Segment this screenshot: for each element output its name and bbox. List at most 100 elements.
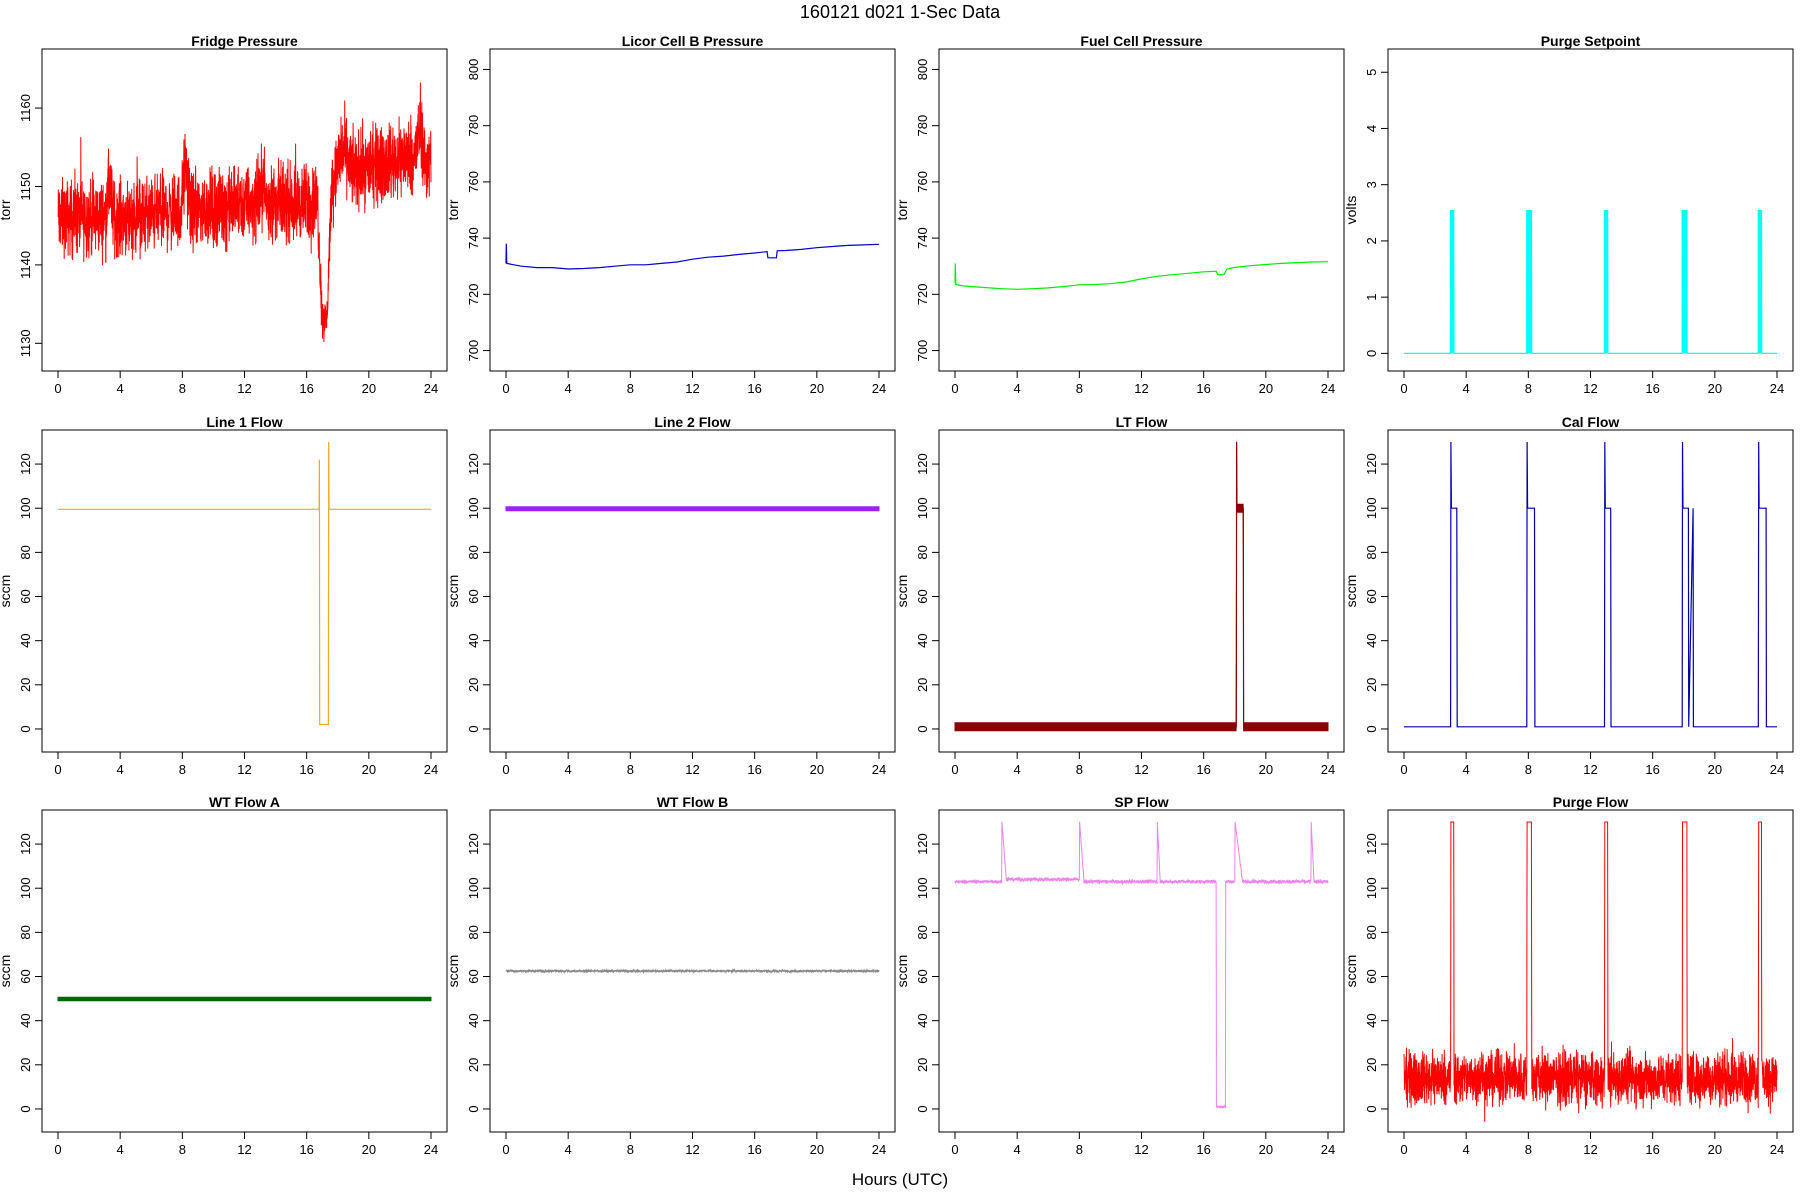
plot-area (1403, 821, 1778, 1122)
y-axis-label: sccm (0, 575, 13, 608)
y-tick-label: 1 (1364, 294, 1379, 301)
x-tick-label: 8 (1525, 381, 1532, 396)
panel-11: SP Flow sccm 0 4 8 12 16 20 24 0 20 40 60 80 100 120 (894, 794, 1345, 1157)
panel-title: Cal Flow (1562, 414, 1620, 430)
x-tick-label: 0 (54, 381, 61, 396)
panel-9: WT Flow A sccm 0 4 8 12 16 20 24 0 20 40 60 80 100 120 (0, 794, 448, 1157)
y-tick-label: 700 (915, 340, 930, 362)
y-tick-label: 1130 (18, 329, 33, 357)
x-tick-label: 12 (237, 381, 251, 396)
plot-area (505, 506, 880, 512)
y-tick-label: 0 (1364, 350, 1379, 357)
panel-title: Line 1 Flow (206, 414, 282, 430)
x-tick-label: 4 (565, 381, 572, 396)
x-tick-label: 20 (1708, 381, 1722, 396)
x-tick-label: 8 (627, 381, 634, 396)
y-tick-label: 120 (466, 453, 481, 475)
y-tick-label: 760 (466, 171, 481, 193)
x-tick-label: 12 (1134, 381, 1148, 396)
x-tick-label: 8 (1525, 762, 1532, 777)
x-tick-label: 12 (685, 762, 699, 777)
x-tick-label: 24 (1770, 381, 1784, 396)
y-tick-label: 100 (18, 877, 33, 899)
panel-title: Purge Setpoint (1541, 33, 1641, 49)
x-tick-label: 0 (951, 762, 958, 777)
y-axis-label: torr (445, 199, 461, 220)
series-band (954, 441, 1329, 732)
series-line (505, 967, 880, 974)
y-tick-label: 80 (915, 545, 930, 559)
y-axis-label: sccm (0, 955, 13, 988)
y-tick-label: 60 (18, 589, 33, 603)
series-line (954, 261, 1329, 290)
x-tick-label: 0 (951, 1142, 958, 1157)
x-tick-label: 20 (362, 381, 376, 396)
x-tick-label: 20 (1708, 762, 1722, 777)
plot-frame (938, 809, 1345, 1133)
x-tick-label: 16 (1196, 381, 1210, 396)
y-axis-label: torr (0, 199, 13, 220)
x-tick-label: 16 (299, 762, 313, 777)
y-tick-label: 720 (915, 283, 930, 305)
y-tick-label: 60 (915, 969, 930, 983)
x-tick-label: 4 (1014, 762, 1021, 777)
y-tick-label: 0 (18, 1105, 33, 1112)
y-tick-label: 80 (1364, 925, 1379, 939)
x-tick-label: 4 (117, 1142, 124, 1157)
x-tick-label: 16 (299, 381, 313, 396)
x-tick-label: 4 (1463, 381, 1470, 396)
y-tick-label: 780 (915, 115, 930, 137)
x-tick-label: 16 (1645, 762, 1659, 777)
x-tick-label: 12 (1583, 1142, 1597, 1157)
panel-title: Licor Cell B Pressure (622, 33, 764, 49)
y-axis-label: sccm (445, 955, 461, 988)
y-tick-label: 80 (1364, 545, 1379, 559)
y-tick-label: 2 (1364, 237, 1379, 244)
plot-area (58, 441, 431, 726)
plot-frame (938, 48, 1345, 372)
x-tick-label: 8 (1076, 1142, 1083, 1157)
y-tick-label: 800 (466, 59, 481, 81)
x-tick-label: 12 (1583, 381, 1597, 396)
y-tick-label: 100 (466, 497, 481, 519)
x-tick-label: 20 (1259, 762, 1273, 777)
y-tick-label: 120 (915, 833, 930, 855)
x-tick-label: 24 (1321, 381, 1335, 396)
panel-7: LT Flow sccm 0 4 8 12 16 20 24 0 20 40 60 80 100 120 (894, 414, 1345, 777)
y-tick-label: 120 (18, 833, 33, 855)
panel-title: Purge Flow (1553, 794, 1629, 810)
plot-frame (1387, 48, 1794, 372)
series-line (505, 243, 880, 270)
y-tick-label: 100 (1364, 877, 1379, 899)
panel-title: Fuel Cell Pressure (1080, 33, 1202, 49)
y-tick-label: 740 (915, 227, 930, 249)
panel-title: Fridge Pressure (191, 33, 298, 49)
panel-6: Line 2 Flow sccm 0 4 8 12 16 20 24 0 20 40 60 80 100 12… (445, 414, 896, 777)
x-tick-label: 12 (1583, 762, 1597, 777)
series-line (58, 441, 431, 726)
plot-area (954, 441, 1329, 732)
x-tick-label: 4 (1014, 381, 1021, 396)
y-tick-label: 40 (915, 1013, 930, 1027)
y-tick-label: 700 (466, 340, 481, 362)
plot-frame (489, 809, 896, 1133)
x-tick-label: 24 (1770, 1142, 1784, 1157)
y-tick-label: 3 (1364, 181, 1379, 188)
plot-area (954, 261, 1329, 290)
x-tick-label: 4 (1014, 1142, 1021, 1157)
panel-title: SP Flow (1114, 794, 1168, 810)
plot-frame (1387, 809, 1794, 1133)
x-tick-label: 16 (1645, 381, 1659, 396)
y-tick-label: 4 (1364, 125, 1379, 132)
x-tick-label: 0 (502, 762, 509, 777)
y-tick-label: 100 (915, 497, 930, 519)
x-tick-label: 0 (951, 381, 958, 396)
x-tick-label: 8 (179, 1142, 186, 1157)
x-tick-label: 16 (747, 1142, 761, 1157)
y-tick-label: 100 (1364, 497, 1379, 519)
x-tick-label: 8 (1076, 381, 1083, 396)
x-tick-label: 8 (627, 762, 634, 777)
y-tick-label: 60 (915, 589, 930, 603)
y-tick-label: 0 (1364, 1105, 1379, 1112)
x-tick-label: 4 (565, 1142, 572, 1157)
